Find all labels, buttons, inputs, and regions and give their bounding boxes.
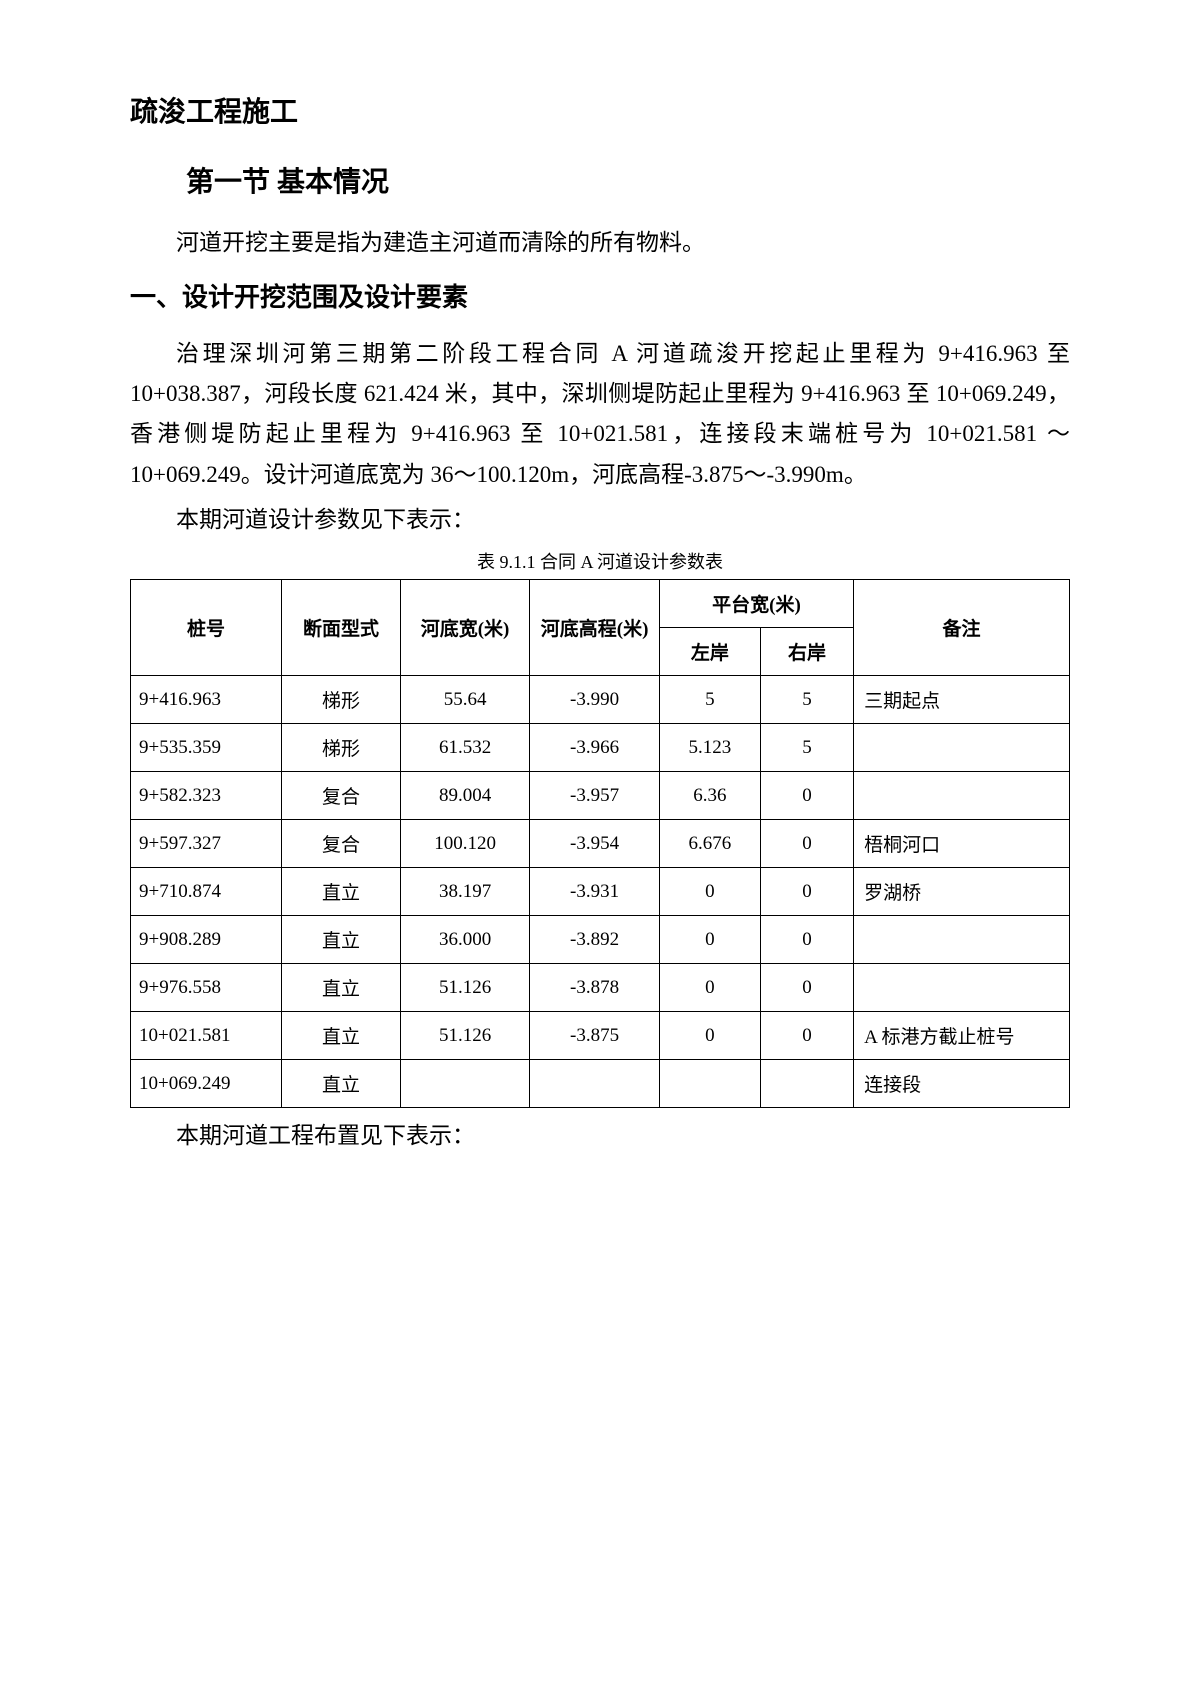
subsection-title: 一、设计开挖范围及设计要素 [130,277,1070,314]
cell-section: 直立 [282,1012,401,1060]
header-left: 左岸 [659,628,760,676]
footer-paragraph: 本期河道工程布置见下表示： [130,1116,1070,1150]
table-header-row-1: 桩号 断面型式 河底宽(米) 河底高程(米) 平台宽(米) 备注 [131,580,1070,628]
table-body: 9+416.963 梯形 55.64 -3.990 5 5 三期起点 9+535… [131,676,1070,1108]
cell-pile: 9+416.963 [131,676,282,724]
cell-width: 100.120 [400,820,530,868]
cell-pile: 9+535.359 [131,724,282,772]
cell-left: 0 [659,964,760,1012]
cell-section: 梯形 [282,676,401,724]
cell-remark [854,964,1070,1012]
cell-pile: 10+069.249 [131,1060,282,1108]
body-paragraph-1: 治理深圳河第三期第二阶段工程合同 A 河道疏浚开挖起止里程为 9+416.963… [130,334,1070,495]
cell-width: 55.64 [400,676,530,724]
body-paragraph-2: 本期河道设计参数见下表示： [130,500,1070,540]
cell-width: 89.004 [400,772,530,820]
cell-pile: 9+976.558 [131,964,282,1012]
cell-section: 直立 [282,868,401,916]
cell-elev [530,1060,660,1108]
cell-section: 直立 [282,916,401,964]
cell-width: 51.126 [400,964,530,1012]
section-title: 第一节 基本情况 [130,160,1070,200]
cell-left: 0 [659,1012,760,1060]
cell-remark [854,916,1070,964]
table-row: 9+597.327 复合 100.120 -3.954 6.676 0 梧桐河口 [131,820,1070,868]
table-row: 10+021.581 直立 51.126 -3.875 0 0 A 标港方截止桩… [131,1012,1070,1060]
table-row: 9+416.963 梯形 55.64 -3.990 5 5 三期起点 [131,676,1070,724]
cell-right: 0 [760,964,853,1012]
parameters-table: 桩号 断面型式 河底宽(米) 河底高程(米) 平台宽(米) 备注 左岸 右岸 9… [130,579,1070,1108]
intro-paragraph: 河道开挖主要是指为建造主河道而清除的所有物料。 [130,225,1070,262]
cell-left: 6.676 [659,820,760,868]
cell-left: 6.36 [659,772,760,820]
cell-remark [854,772,1070,820]
cell-elev: -3.875 [530,1012,660,1060]
cell-left: 0 [659,868,760,916]
cell-remark: 三期起点 [854,676,1070,724]
cell-elev: -3.990 [530,676,660,724]
cell-width: 51.126 [400,1012,530,1060]
cell-section: 直立 [282,1060,401,1108]
cell-right: 0 [760,1012,853,1060]
table-row: 9+710.874 直立 38.197 -3.931 0 0 罗湖桥 [131,868,1070,916]
cell-pile: 9+582.323 [131,772,282,820]
cell-pile: 9+710.874 [131,868,282,916]
cell-width: 38.197 [400,868,530,916]
cell-remark: 梧桐河口 [854,820,1070,868]
cell-remark: 罗湖桥 [854,868,1070,916]
header-pile: 桩号 [131,580,282,676]
cell-remark: 连接段 [854,1060,1070,1108]
cell-right: 5 [760,724,853,772]
header-section: 断面型式 [282,580,401,676]
cell-section: 梯形 [282,724,401,772]
table-row: 9+908.289 直立 36.000 -3.892 0 0 [131,916,1070,964]
cell-section: 直立 [282,964,401,1012]
cell-elev: -3.878 [530,964,660,1012]
cell-pile: 10+021.581 [131,1012,282,1060]
table-row: 9+976.558 直立 51.126 -3.878 0 0 [131,964,1070,1012]
table-row: 9+535.359 梯形 61.532 -3.966 5.123 5 [131,724,1070,772]
cell-left [659,1060,760,1108]
table-row: 9+582.323 复合 89.004 -3.957 6.36 0 [131,772,1070,820]
cell-left: 5 [659,676,760,724]
cell-right: 0 [760,868,853,916]
cell-left: 0 [659,916,760,964]
cell-right: 0 [760,916,853,964]
cell-elev: -3.931 [530,868,660,916]
cell-remark: A 标港方截止桩号 [854,1012,1070,1060]
cell-right [760,1060,853,1108]
cell-pile: 9+597.327 [131,820,282,868]
cell-pile: 9+908.289 [131,916,282,964]
cell-elev: -3.954 [530,820,660,868]
header-width: 河底宽(米) [400,580,530,676]
cell-section: 复合 [282,820,401,868]
cell-right: 5 [760,676,853,724]
header-platform: 平台宽(米) [659,580,853,628]
cell-width: 36.000 [400,916,530,964]
cell-right: 0 [760,772,853,820]
table-caption: 表 9.1.1 合同 A 河道设计参数表 [130,548,1070,574]
header-right: 右岸 [760,628,853,676]
main-title: 疏浚工程施工 [130,90,1070,130]
cell-remark [854,724,1070,772]
cell-left: 5.123 [659,724,760,772]
cell-elev: -3.957 [530,772,660,820]
cell-width [400,1060,530,1108]
cell-elev: -3.892 [530,916,660,964]
table-row: 10+069.249 直立 连接段 [131,1060,1070,1108]
header-elevation: 河底高程(米) [530,580,660,676]
header-remark: 备注 [854,580,1070,676]
cell-section: 复合 [282,772,401,820]
cell-width: 61.532 [400,724,530,772]
cell-elev: -3.966 [530,724,660,772]
cell-right: 0 [760,820,853,868]
